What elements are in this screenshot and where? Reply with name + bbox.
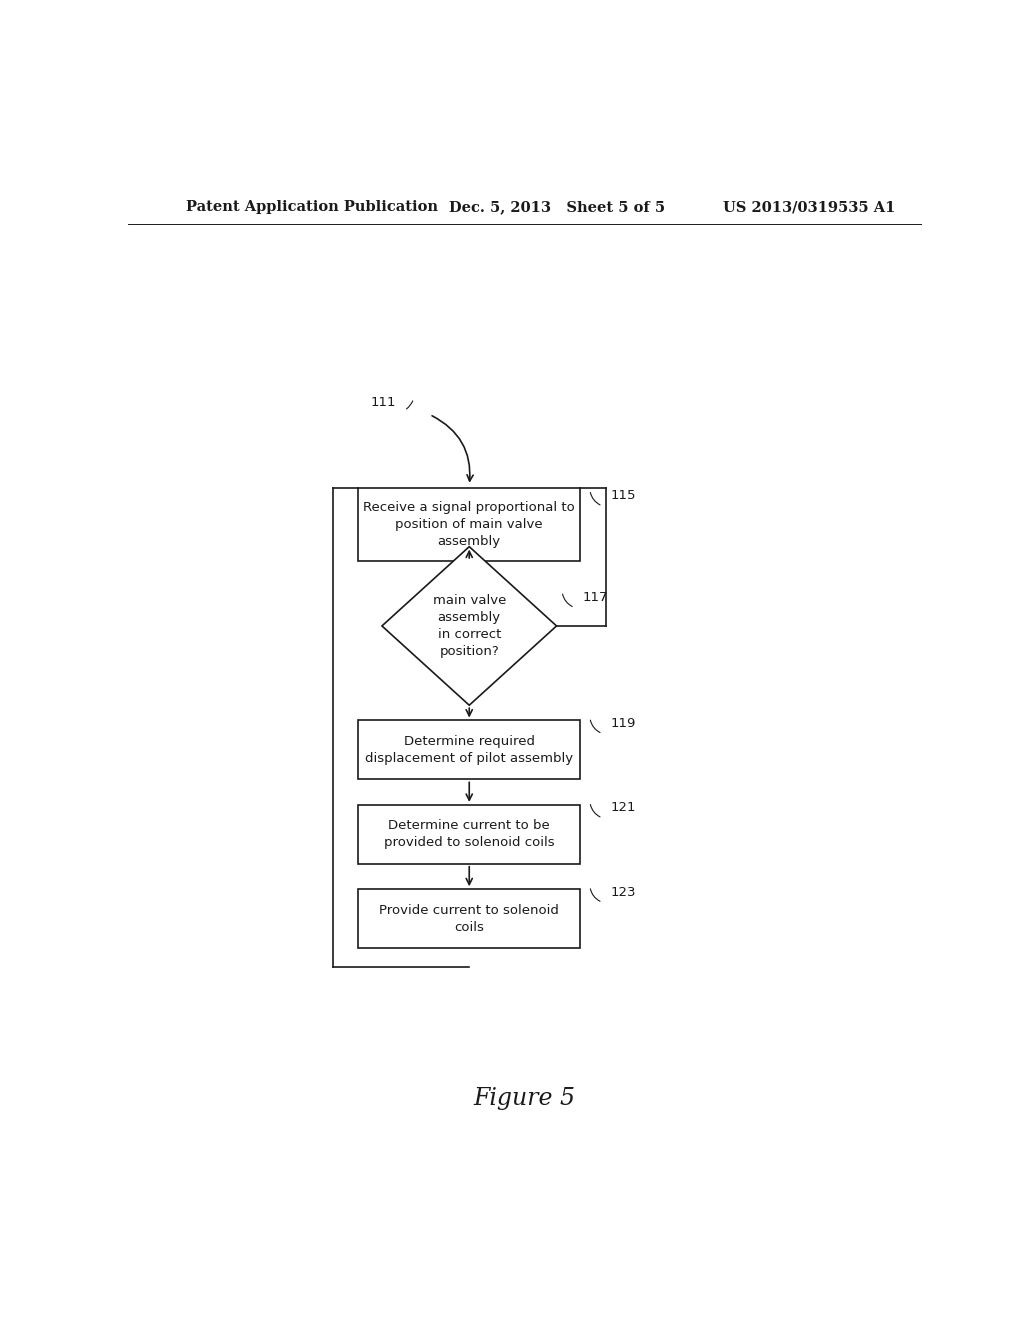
Text: 123: 123 bbox=[610, 886, 636, 899]
Bar bbox=[358, 805, 581, 863]
Text: main valve
assembly
in correct
position?: main valve assembly in correct position? bbox=[432, 594, 506, 657]
Text: 111: 111 bbox=[371, 396, 396, 409]
Text: Determine required
displacement of pilot assembly: Determine required displacement of pilot… bbox=[366, 735, 573, 766]
Text: 121: 121 bbox=[610, 801, 636, 814]
Text: Dec. 5, 2013   Sheet 5 of 5: Dec. 5, 2013 Sheet 5 of 5 bbox=[450, 201, 666, 214]
Bar bbox=[358, 890, 581, 948]
Text: Provide current to solenoid
coils: Provide current to solenoid coils bbox=[379, 904, 559, 933]
Bar bbox=[358, 487, 581, 561]
Text: 117: 117 bbox=[583, 591, 608, 605]
Text: 115: 115 bbox=[610, 490, 636, 503]
Text: Figure 5: Figure 5 bbox=[474, 1088, 575, 1110]
Text: Determine current to be
provided to solenoid coils: Determine current to be provided to sole… bbox=[384, 820, 555, 849]
Polygon shape bbox=[382, 546, 557, 705]
Text: Patent Application Publication: Patent Application Publication bbox=[186, 201, 438, 214]
Text: US 2013/0319535 A1: US 2013/0319535 A1 bbox=[723, 201, 896, 214]
Text: Receive a signal proportional to
position of main valve
assembly: Receive a signal proportional to positio… bbox=[364, 500, 575, 548]
Bar bbox=[358, 721, 581, 779]
Text: 119: 119 bbox=[610, 717, 636, 730]
